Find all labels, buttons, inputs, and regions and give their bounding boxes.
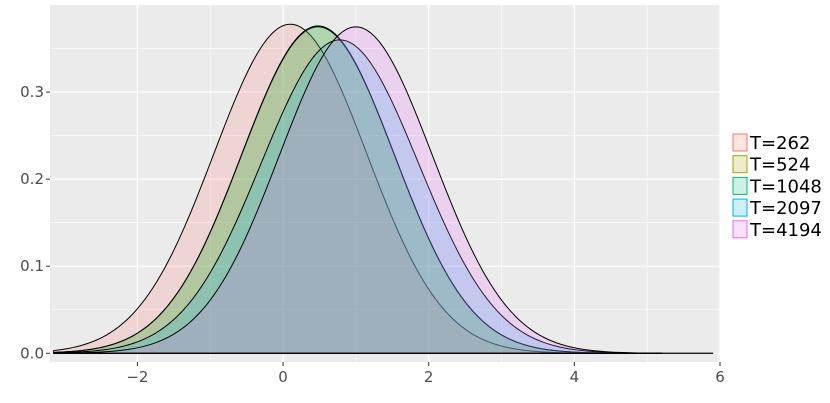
x-tick-label: 4 <box>570 368 580 386</box>
legend-key <box>732 176 748 195</box>
panel-background <box>50 5 720 362</box>
legend-key <box>732 198 748 217</box>
y-tick-label: 0.0 <box>20 344 44 362</box>
legend-label: T=4194 <box>749 220 822 241</box>
legend-label: T=262 <box>749 133 810 154</box>
density-area-t-262 <box>53 23 663 354</box>
legend-key <box>732 133 748 152</box>
axes: −2 0 2 4 6 0.0 0.1 0.2 0.3 <box>20 83 725 386</box>
y-tick-label: 0.3 <box>20 83 44 101</box>
density-area-t-1048 <box>53 25 663 354</box>
x-tick-label: 2 <box>424 368 434 386</box>
density-area-t-4194 <box>53 26 714 354</box>
density-area-t-2097 <box>53 39 714 354</box>
y-tick-label: 0.1 <box>20 257 44 275</box>
y-tick-label: 0.2 <box>20 170 44 188</box>
x-tick-label: 6 <box>715 368 725 386</box>
legend-label: T=1048 <box>749 176 822 197</box>
x-tick-label: 0 <box>278 368 288 386</box>
legend-key <box>732 155 748 174</box>
legend-label: T=2097 <box>749 198 822 219</box>
density-series <box>53 23 714 354</box>
legend-label: T=524 <box>749 155 810 176</box>
minor-gridlines <box>50 5 720 362</box>
legend-key <box>732 220 748 239</box>
x-tick-label: −2 <box>126 368 148 386</box>
